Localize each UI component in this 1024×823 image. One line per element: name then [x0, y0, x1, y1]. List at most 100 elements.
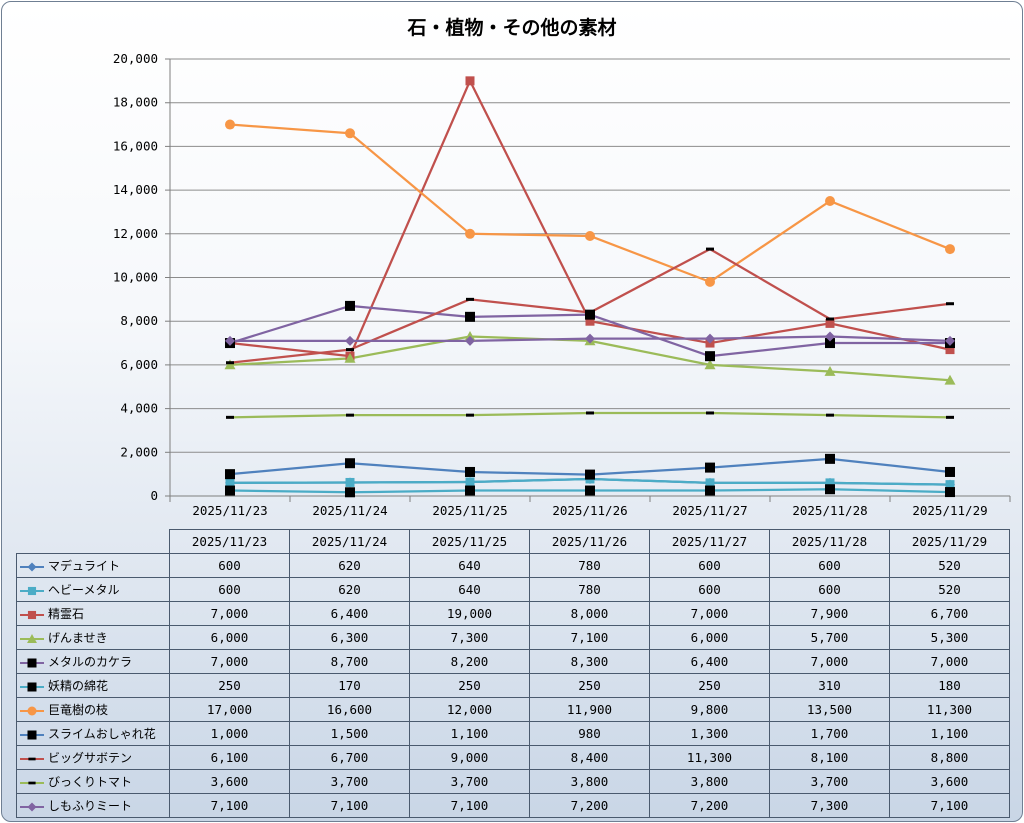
data-point	[346, 413, 354, 417]
value-cell: 3,600	[169, 769, 290, 794]
value-cell: 9,000	[409, 745, 530, 770]
value-cell: 780	[529, 577, 650, 602]
value-cell: 6,700	[889, 601, 1010, 626]
data-point	[585, 309, 595, 320]
data-point	[466, 297, 474, 301]
value-cell: 8,200	[409, 649, 530, 674]
series-name-cell: ヘビーメタル	[16, 577, 170, 602]
value-cell: 3,700	[769, 769, 890, 794]
value-cell: 6,400	[289, 601, 410, 626]
x-tick-label: 2025/11/26	[552, 503, 627, 518]
data-point	[225, 478, 235, 488]
series-name: メタルのカケラ	[48, 655, 133, 669]
x-tick-label: 2025/11/27	[672, 503, 747, 518]
series-name: げんませき	[48, 631, 108, 645]
column-header: 2025/11/28	[769, 529, 890, 554]
value-cell: 8,300	[529, 649, 650, 674]
column-header: 2025/11/24	[289, 529, 410, 554]
data-point	[465, 477, 475, 487]
value-cell: 170	[289, 673, 410, 698]
value-cell: 3,600	[889, 769, 1010, 794]
series-name-cell: 巨竜樹の枝	[16, 697, 170, 722]
legend-key-icon	[20, 802, 44, 811]
data-point	[345, 335, 355, 346]
column-header: 2025/11/29	[889, 529, 1010, 554]
value-cell: 1,000	[169, 721, 290, 746]
value-cell: 3,700	[409, 769, 530, 794]
y-tick-label: 2,000	[120, 444, 158, 459]
y-tick-label: 20,000	[113, 51, 158, 66]
legend-marker	[27, 633, 37, 643]
data-point	[465, 466, 475, 477]
legend-key-icon	[20, 658, 44, 667]
value-cell: 1,300	[649, 721, 770, 746]
y-tick-label: 4,000	[120, 401, 158, 416]
legend-key-icon	[20, 586, 44, 595]
data-point	[226, 415, 234, 419]
value-cell: 8,000	[529, 601, 650, 626]
value-cell: 1,100	[409, 721, 530, 746]
data-point	[344, 352, 356, 363]
x-tick-label: 2025/11/29	[912, 503, 987, 518]
value-cell: 600	[649, 577, 770, 602]
series-name: スライムおしゃれ花	[48, 727, 156, 741]
legend-key-icon	[20, 682, 44, 691]
data-point	[585, 230, 595, 241]
data-point	[225, 485, 235, 496]
table-row: 精霊石 7,000 6,400 19,000 8,000 7,000 7,900 6,700	[16, 601, 1010, 626]
value-cell: 250	[649, 673, 770, 698]
data-point	[345, 487, 355, 498]
value-cell: 7,100	[169, 793, 290, 818]
line-chart: 石・植物・その他の素材 0 2,000 4,000 6,000 8,000 10,000 1…	[113, 16, 1011, 518]
data-point	[465, 76, 475, 86]
data-point	[586, 411, 594, 415]
y-tick-label: 16,000	[113, 138, 158, 153]
series-name: ビッグサボテン	[48, 751, 133, 765]
series-name: ヘビーメタル	[48, 583, 120, 597]
value-cell: 7,100	[409, 793, 530, 818]
x-tick-label: 2025/11/28	[792, 503, 867, 518]
series-line	[229, 247, 951, 364]
value-cell: 9,800	[649, 697, 770, 722]
value-cell: 13,500	[769, 697, 890, 722]
value-cell: 6,300	[289, 625, 410, 650]
value-cell: 7,900	[769, 601, 890, 626]
series-name-cell: しもふりミート	[16, 793, 170, 818]
data-point	[945, 244, 955, 255]
series-name: 妖精の綿花	[48, 679, 109, 693]
data-point	[945, 487, 955, 498]
series-name-cell: メタルのカケラ	[16, 649, 170, 674]
value-cell: 3,700	[289, 769, 410, 794]
data-point	[825, 331, 835, 342]
y-tick-label: 18,000	[113, 95, 158, 110]
data-point	[825, 453, 835, 464]
x-tick-label: 2025/11/25	[432, 503, 507, 518]
legend-marker	[27, 586, 37, 595]
legend-marker	[28, 781, 36, 784]
legend-marker	[27, 562, 37, 571]
legend-key-icon	[20, 706, 44, 715]
data-point	[345, 477, 355, 487]
value-cell: 250	[529, 673, 650, 698]
legend-key-icon	[20, 610, 44, 619]
y-tick-label: 8,000	[120, 313, 158, 328]
data-point	[944, 374, 956, 385]
value-cell: 11,300	[889, 697, 1010, 722]
value-cell: 1,700	[769, 721, 890, 746]
data-point	[465, 485, 475, 496]
y-tick-label: 6,000	[120, 357, 158, 372]
value-cell: 8,100	[769, 745, 890, 770]
data-point	[945, 466, 955, 477]
data-point	[585, 316, 595, 326]
data-table: 2025/11/23 2025/11/24 2025/11/25 2025/11/26…	[16, 529, 1010, 818]
series-name-cell: マデュライト	[16, 553, 170, 578]
series-name-cell: げんませき	[16, 625, 170, 650]
series-markers	[224, 76, 956, 498]
data-point	[945, 335, 955, 346]
data-point	[824, 365, 836, 376]
value-cell: 7,200	[649, 793, 770, 818]
table-row: 妖精の綿花 250 170 250 250 250 310 180	[16, 673, 1010, 698]
data-point	[224, 359, 236, 370]
data-point	[466, 413, 474, 417]
series-name: びっくりトマト	[48, 775, 133, 789]
